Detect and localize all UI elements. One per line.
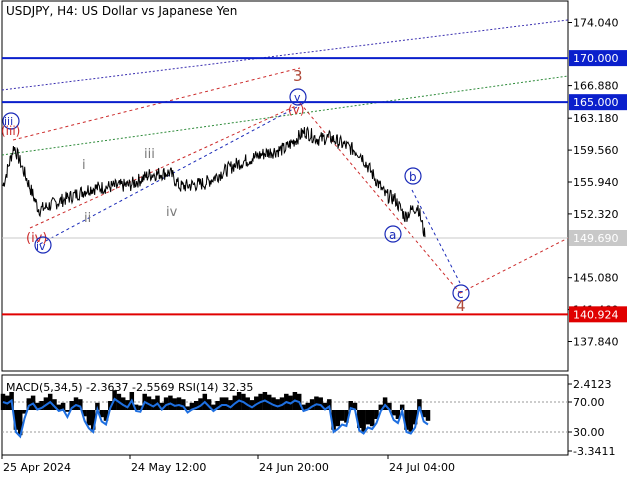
current-price-value: 149.690 <box>573 232 619 245</box>
wave-label-3: 3 <box>293 67 303 85</box>
level-tag-box <box>569 306 627 323</box>
time-tick-label: 25 Apr 2024 <box>3 461 71 474</box>
wave-label-4: 4 <box>456 297 466 315</box>
price-tick-label: 145.080 <box>573 272 619 285</box>
wave-c-projection <box>411 189 461 284</box>
price-tick-label: 152.320 <box>573 208 619 221</box>
wave-v-circle-icon <box>289 88 307 106</box>
trendline-upper-navy <box>1 19 569 91</box>
level-tag-label: 165.000 <box>573 96 619 109</box>
level-tag-box <box>569 94 627 111</box>
wave-iii-circle-icon <box>2 112 20 130</box>
time-tick-label: 24 Jul 04:00 <box>389 461 455 474</box>
current-price-tag <box>569 230 627 246</box>
price-tick-label: 166.880 <box>573 80 619 93</box>
wave-label-iii-paren: (iii) <box>1 124 20 138</box>
wave-label-v-paren: (v) <box>288 103 304 117</box>
time-tick-label: 24 May 12:00 <box>131 461 206 474</box>
trendline-green <box>1 75 569 156</box>
indicator-axis: 2.4123 70.00 30.00 -3.3411 <box>568 378 615 458</box>
price-series-line <box>2 126 426 238</box>
indicator-tick-label: 70.00 <box>573 396 605 409</box>
price-levels <box>2 57 568 316</box>
price-tick-label: 155.940 <box>573 176 619 189</box>
indicator-tick-label: -3.3411 <box>573 445 615 458</box>
indicator-panel-frame <box>1 374 569 456</box>
wave-c-circle-icon <box>452 284 470 302</box>
chart-title: USDJPY, H4: US Dollar vs Japanese Yen <box>6 4 237 18</box>
price-tick-label: 137.840 <box>573 336 619 349</box>
channel-blue-dashed <box>39 106 298 245</box>
wave-4-projection-down <box>299 102 461 294</box>
wave-label-iv-paren: (iv) <box>26 231 47 246</box>
wave-iv-circle-icon <box>34 236 52 254</box>
price-tick-label: 159.560 <box>573 144 619 157</box>
wave-label-iii: iii <box>144 147 155 162</box>
price-axis: 174.040 166.880 163.180 159.560 155.940 152.3… <box>568 17 619 349</box>
macd-histogram <box>0 390 431 436</box>
wave-label-a: a <box>389 228 396 242</box>
channel-red-dashed <box>29 103 301 229</box>
wave-a-circle-icon <box>384 225 402 243</box>
indicator-title: MACD(5,34,5) -2.3637 -2.5569 RSI(14) 32.… <box>6 381 253 394</box>
level-tag-label: 140.924 <box>573 308 619 321</box>
time-axis: 25 Apr 2024 24 May 12:00 24 Jun 20:00 24 Ju… <box>1 455 455 474</box>
level-tag-label: 170.000 <box>573 52 619 65</box>
wave-label-iv: iv <box>166 205 178 220</box>
wave-labels: iii (iii) (iv) iv i ii iii iv 3 v (v) a … <box>1 67 470 315</box>
wave-label-b: b <box>409 170 417 184</box>
time-tick-label: 24 Jun 20:00 <box>259 461 329 474</box>
rsi-line <box>2 397 429 439</box>
level-tag-box <box>569 50 627 67</box>
price-panel-frame <box>1 0 569 372</box>
wave-label-iv-circled: iv <box>36 240 46 253</box>
wave-label-iii-circled: iii <box>4 115 13 128</box>
wave-label-v-circled: v <box>294 91 301 104</box>
price-tick-label: 163.180 <box>573 112 619 125</box>
wave-label-i: i <box>82 158 86 173</box>
indicator-tick-label: 2.4123 <box>573 378 612 391</box>
wave-label-ii: ii <box>84 211 91 226</box>
wave-b-circle-icon <box>404 167 422 185</box>
wave-label-c: c <box>457 287 464 301</box>
price-tick-label: 174.040 <box>573 17 619 30</box>
level-price-tags: 170.000 165.000 140.924 <box>569 50 627 323</box>
wave-5-projection-up <box>459 237 569 294</box>
channel-red-upper <box>12 67 301 141</box>
indicator-tick-label: 30.00 <box>573 426 605 439</box>
